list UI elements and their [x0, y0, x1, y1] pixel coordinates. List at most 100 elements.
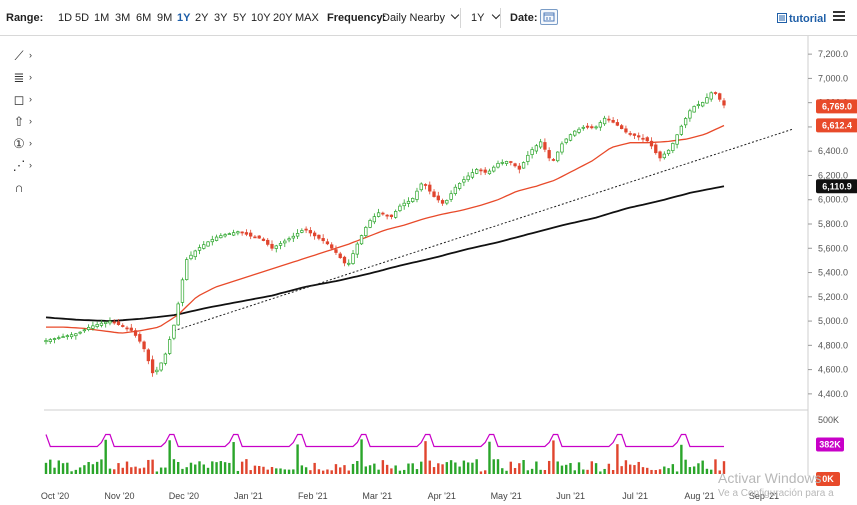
range-10y[interactable]: 10Y — [251, 12, 271, 24]
candle-body — [637, 135, 641, 138]
volume-bar — [697, 463, 700, 474]
ma50-line — [46, 124, 725, 334]
tool-line-draw[interactable]: ⟋ › — [12, 48, 42, 64]
x-tick-label: Oct '20 — [41, 491, 69, 501]
candle-body — [594, 126, 598, 129]
range-6m[interactable]: 6M — [136, 12, 152, 24]
volume-bar — [710, 469, 713, 474]
volume-bar — [620, 466, 623, 474]
volume-bar — [513, 468, 517, 474]
candle-body — [44, 340, 48, 343]
volume-bar — [155, 471, 159, 474]
range-1d[interactable]: 1D — [58, 12, 73, 24]
volume-bar — [91, 464, 95, 474]
volume-bar — [705, 468, 709, 474]
volume-bar — [577, 462, 581, 474]
y-tick-label: 7,000.0 — [818, 73, 848, 83]
volume-bar — [411, 463, 414, 474]
volume-bar — [262, 466, 265, 474]
price-badge — [816, 118, 857, 133]
volume-bar — [326, 469, 329, 474]
volume-bar — [454, 462, 457, 474]
candle-body — [155, 369, 159, 373]
number-one-icon: ① — [13, 136, 25, 151]
candle-body — [722, 100, 726, 106]
tool-shape-rectangle[interactable]: ◻ › — [12, 92, 42, 108]
range-1y[interactable]: 1Y — [177, 12, 191, 24]
volume-bar — [692, 466, 696, 474]
candle-body — [513, 163, 517, 167]
range-20y[interactable]: 20Y — [273, 12, 293, 24]
frequency-dropdown[interactable]: Daily Nearby — [382, 10, 460, 24]
range-2y[interactable]: 2Y — [195, 12, 209, 24]
y-tick-label: 4,600.0 — [818, 365, 848, 375]
candle-body — [547, 150, 551, 159]
x-tick-label: Jun '21 — [556, 491, 585, 501]
volume-bar — [339, 467, 342, 474]
volume-bar — [49, 459, 52, 474]
tutorial-label: tutorial — [789, 13, 827, 25]
candle-body — [330, 244, 334, 249]
candle-body — [445, 200, 449, 204]
separator — [460, 8, 461, 28]
volume-bar — [428, 460, 431, 474]
range-9m[interactable]: 9M — [157, 12, 173, 24]
x-tick-label: Sep '21 — [749, 491, 779, 501]
volume-bar — [232, 442, 235, 474]
volume-bar — [87, 462, 90, 474]
range-5y[interactable]: 5Y — [233, 12, 247, 24]
volume-bar — [637, 461, 640, 474]
range-3m[interactable]: 3M — [115, 12, 131, 24]
candle-body — [381, 212, 385, 215]
candle-body — [671, 143, 675, 151]
tool-fibonacci[interactable]: ≣ › — [12, 70, 42, 86]
volume-bar — [560, 465, 564, 474]
candle-body — [500, 162, 504, 164]
tool-arrow-up[interactable]: ⇧ › — [12, 114, 42, 130]
volume-bar — [654, 470, 657, 474]
candle-body — [91, 325, 95, 329]
range-3y[interactable]: 3Y — [214, 12, 228, 24]
volume-bar — [663, 466, 666, 474]
volume-bar — [390, 468, 393, 474]
tool-number-one[interactable]: ① › — [12, 136, 42, 152]
calendar-button[interactable] — [540, 9, 558, 25]
candle-body — [632, 133, 637, 136]
volume-bar — [228, 462, 231, 474]
tool-magnet[interactable]: ∩ — [12, 180, 42, 196]
candle-body — [611, 119, 615, 123]
candle-body — [538, 141, 543, 148]
tool-pattern[interactable]: ⋰ › — [12, 158, 42, 174]
volume-bar — [633, 465, 636, 474]
candle-body — [368, 220, 372, 228]
volume-zero-badge — [816, 472, 840, 486]
candle-body — [223, 234, 227, 237]
candle-body — [308, 230, 313, 234]
volume-bar — [628, 464, 632, 474]
menu-button[interactable] — [833, 11, 845, 21]
volume-bar — [70, 471, 73, 474]
candle-body — [624, 128, 628, 133]
period-dropdown[interactable]: 1Y — [471, 10, 501, 24]
range-1m[interactable]: 1M — [94, 12, 110, 24]
x-tick-label: Jan '21 — [234, 491, 263, 501]
volume-bar — [61, 463, 65, 474]
expand-arrow-icon: › — [29, 72, 32, 82]
price-chart[interactable]: 7,200.07,000.06,800.06,600.06,400.06,200… — [0, 36, 857, 505]
volume-bar — [287, 469, 291, 474]
candle-body — [189, 254, 193, 260]
range-5d[interactable]: 5D — [75, 12, 90, 24]
volume-bar — [253, 465, 257, 474]
volume-bar — [147, 459, 150, 474]
candle-body — [372, 216, 376, 223]
candle-body — [658, 151, 662, 159]
candle-body — [666, 149, 671, 155]
price-badge-label: 6,769.0 — [822, 101, 852, 111]
candle-body — [573, 130, 577, 136]
volume-bar — [518, 463, 521, 474]
tutorial-button[interactable]: tutorial — [777, 12, 826, 25]
range-max[interactable]: MAX — [295, 12, 319, 24]
volume-bar — [471, 462, 474, 474]
volume-bar — [304, 467, 308, 474]
volume-bar — [138, 468, 142, 474]
